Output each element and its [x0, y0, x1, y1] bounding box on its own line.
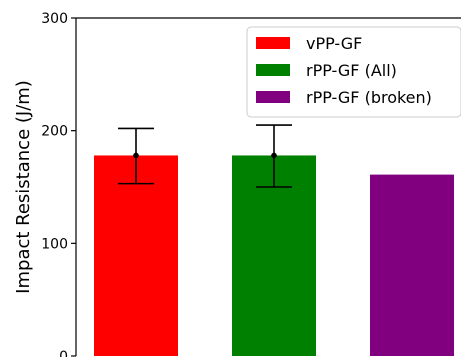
bar-1: [94, 155, 178, 356]
y-tick-label: 300: [41, 11, 68, 27]
legend: vPP-GF rPP-GF (All) rPP-GF (broken): [246, 26, 461, 118]
legend-label: rPP-GF (broken): [306, 88, 432, 107]
y-tick-label: 200: [41, 124, 68, 140]
bar-3: [370, 174, 454, 356]
error-bar-1: [118, 127, 154, 185]
legend-item-2: rPP-GF (All): [256, 61, 397, 80]
legend-label: vPP-GF: [306, 34, 362, 53]
error-bar-2: [256, 124, 292, 188]
y-axis-title: Impact Resistance (J/m): [13, 80, 34, 294]
legend-swatch: [256, 91, 290, 103]
legend-item-1: vPP-GF: [256, 34, 362, 53]
y-tick-label: 0: [59, 349, 68, 357]
bar-2: [232, 155, 316, 356]
plot-area: [94, 124, 454, 356]
y-tick-label: 100: [41, 236, 68, 252]
legend-label: rPP-GF (All): [306, 61, 397, 80]
legend-swatch: [256, 37, 290, 49]
legend-item-3: rPP-GF (broken): [256, 88, 432, 107]
legend-swatch: [256, 64, 290, 76]
legend-frame: [246, 26, 461, 118]
y-axis: 0 100 200 300: [41, 11, 461, 357]
